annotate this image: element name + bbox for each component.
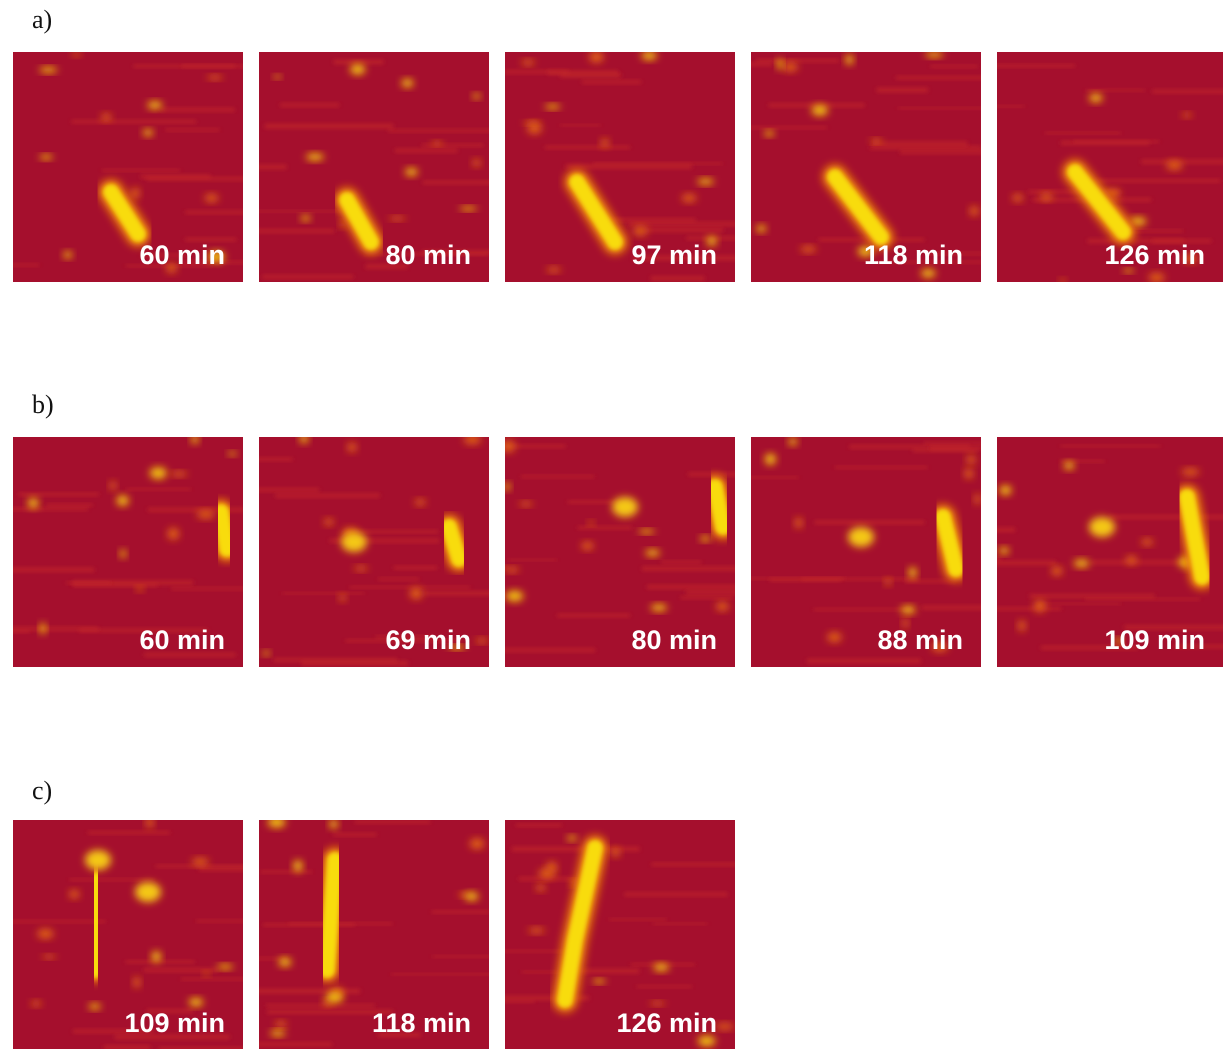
figure: a) 60 min 80 min 97 min 118 min 126 min b) 60 m… (0, 0, 1223, 1049)
afm-image: 97 min (504, 51, 786, 282)
time-label: 118 min (864, 240, 963, 270)
time-label: 80 min (385, 240, 471, 270)
time-label: 60 min (139, 240, 225, 270)
afm-image: 109 min (0, 817, 302, 1049)
time-label: 126 min (1104, 240, 1205, 270)
afm-image: 80 min (231, 52, 551, 282)
time-label: 69 min (385, 625, 471, 655)
time-label: 118 min (372, 1008, 471, 1038)
time-label: 126 min (616, 1008, 717, 1038)
panel-label: b) (32, 390, 54, 419)
time-label: 60 min (139, 625, 225, 655)
time-label: 80 min (631, 625, 717, 655)
afm-image: 69 min (246, 434, 525, 667)
panel-label: a) (32, 5, 52, 34)
afm-image: 60 min (0, 52, 283, 282)
afm-image: 60 min (0, 435, 299, 667)
afm-image: 126 min (473, 820, 778, 1049)
afm-image: 118 min (220, 817, 552, 1049)
time-label: 109 min (124, 1008, 225, 1038)
afm-image: 109 min (957, 437, 1223, 667)
afm-image: 80 min (468, 437, 792, 667)
time-label: 97 min (631, 240, 717, 270)
panel-label: c) (32, 776, 52, 805)
time-label: 109 min (1104, 625, 1205, 655)
afm-image: 126 min (967, 52, 1223, 283)
time-label: 88 min (877, 625, 963, 655)
